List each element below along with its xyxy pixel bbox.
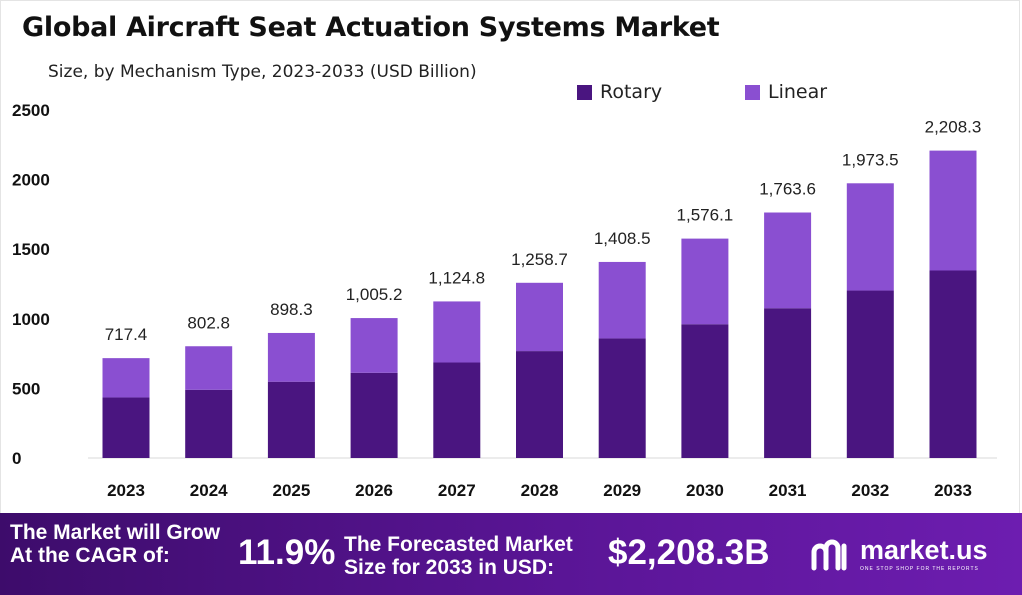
cagr-value: 11.9% (238, 533, 336, 572)
bar-segment-rotary (929, 270, 977, 458)
bar-total-label: 1,973.5 (842, 150, 899, 169)
bar-segment-rotary (516, 351, 563, 458)
bar-segment-linear (102, 358, 150, 398)
forecast-caption-line2: Size for 2033 in USD: (344, 556, 555, 579)
y-tick-label: 1000 (12, 310, 50, 329)
y-tick-label: 2500 (12, 101, 50, 120)
cagr-caption-line2: At the CAGR of: (10, 544, 170, 567)
bar-segment-linear (598, 261, 646, 339)
x-tick-label: 2032 (851, 481, 889, 500)
bar-segment-linear (433, 301, 481, 363)
bar-segment-linear (350, 318, 398, 373)
footer-banner: The Market will Grow At the CAGR of: 11.… (0, 513, 1022, 595)
x-tick-label: 2023 (107, 481, 145, 500)
legend-swatch-rotary (577, 84, 592, 100)
bar-segment-rotary (846, 290, 894, 458)
bar-segment-linear (185, 346, 233, 390)
bar-total-label: 898.3 (270, 300, 313, 319)
x-tick-label: 2025 (272, 481, 310, 500)
bar-segment-rotary (598, 338, 646, 458)
bar-total-label: 1,258.7 (511, 250, 568, 269)
brand-tagline: ONE STOP SHOP FOR THE REPORTS (860, 566, 979, 572)
x-tick-label: 2026 (355, 481, 393, 500)
brand-logo: market.us ONE STOP SHOP FOR THE REPORTS (810, 537, 988, 572)
cagr-caption-line1: The Market will Grow (10, 521, 221, 544)
bar-total-label: 1,005.2 (346, 285, 403, 304)
bar-total-label: 1,408.5 (594, 229, 651, 248)
x-tick-label: 2033 (934, 481, 972, 500)
bar-segment-linear (267, 332, 315, 382)
bar-segment-rotary (681, 324, 729, 458)
bar-segment-linear (764, 212, 812, 309)
bar-segment-rotary (433, 362, 481, 458)
market-us-logo-icon (810, 538, 852, 572)
legend-swatch-linear (745, 84, 760, 100)
brand-name: market.us (860, 535, 988, 565)
bar-segment-linear (929, 150, 977, 271)
bar-total-label: 2,208.3 (925, 118, 982, 137)
bar-segment-linear (846, 183, 894, 291)
cagr-caption: The Market will Grow At the CAGR of: (10, 521, 220, 567)
bar-segment-linear (681, 238, 729, 325)
x-tick-label: 2028 (521, 481, 559, 500)
x-tick-label: 2029 (603, 481, 641, 500)
bar-segment-rotary (267, 381, 315, 458)
bar-segment-rotary (185, 389, 233, 458)
forecast-caption: The Forecasted Market Size for 2033 in U… (344, 533, 573, 579)
bar-total-label: 1,124.8 (428, 268, 485, 287)
x-tick-label: 2027 (438, 481, 476, 500)
chart-frame (0, 0, 1020, 513)
x-tick-label: 2024 (190, 481, 228, 500)
legend-item-rotary: Rotary (577, 80, 662, 104)
bar-total-label: 717.4 (105, 325, 148, 344)
forecast-value: $2,208.3B (608, 533, 770, 572)
legend-label-rotary: Rotary (600, 81, 663, 103)
y-tick-label: 2000 (12, 171, 50, 190)
y-tick-label: 0 (12, 449, 21, 468)
bar-segment-rotary (764, 308, 812, 458)
bar-segment-rotary (350, 372, 398, 458)
forecast-caption-line1: The Forecasted Market (344, 533, 573, 556)
bar-segment-linear (516, 282, 563, 352)
bar-total-label: 1,763.6 (759, 180, 816, 199)
x-tick-label: 2031 (769, 481, 807, 500)
bar-segment-rotary (102, 397, 150, 458)
bar-total-label: 1,576.1 (677, 206, 734, 225)
legend-label-linear: Linear (768, 81, 828, 103)
chart-subtitle: Size, by Mechanism Type, 2023-2033 (USD … (48, 62, 477, 82)
y-tick-label: 1500 (12, 240, 50, 259)
chart-title: Global Aircraft Seat Actuation Systems M… (22, 12, 720, 43)
bar-total-label: 802.8 (187, 313, 230, 332)
stacked-bar-chart: 0 500 1000 1500 2000 2500 717.4 2023 802.8 2024 89… (12, 101, 997, 500)
legend-item-linear: Linear (745, 80, 827, 104)
x-tick-label: 2030 (686, 481, 724, 500)
y-tick-label: 500 (12, 379, 40, 398)
